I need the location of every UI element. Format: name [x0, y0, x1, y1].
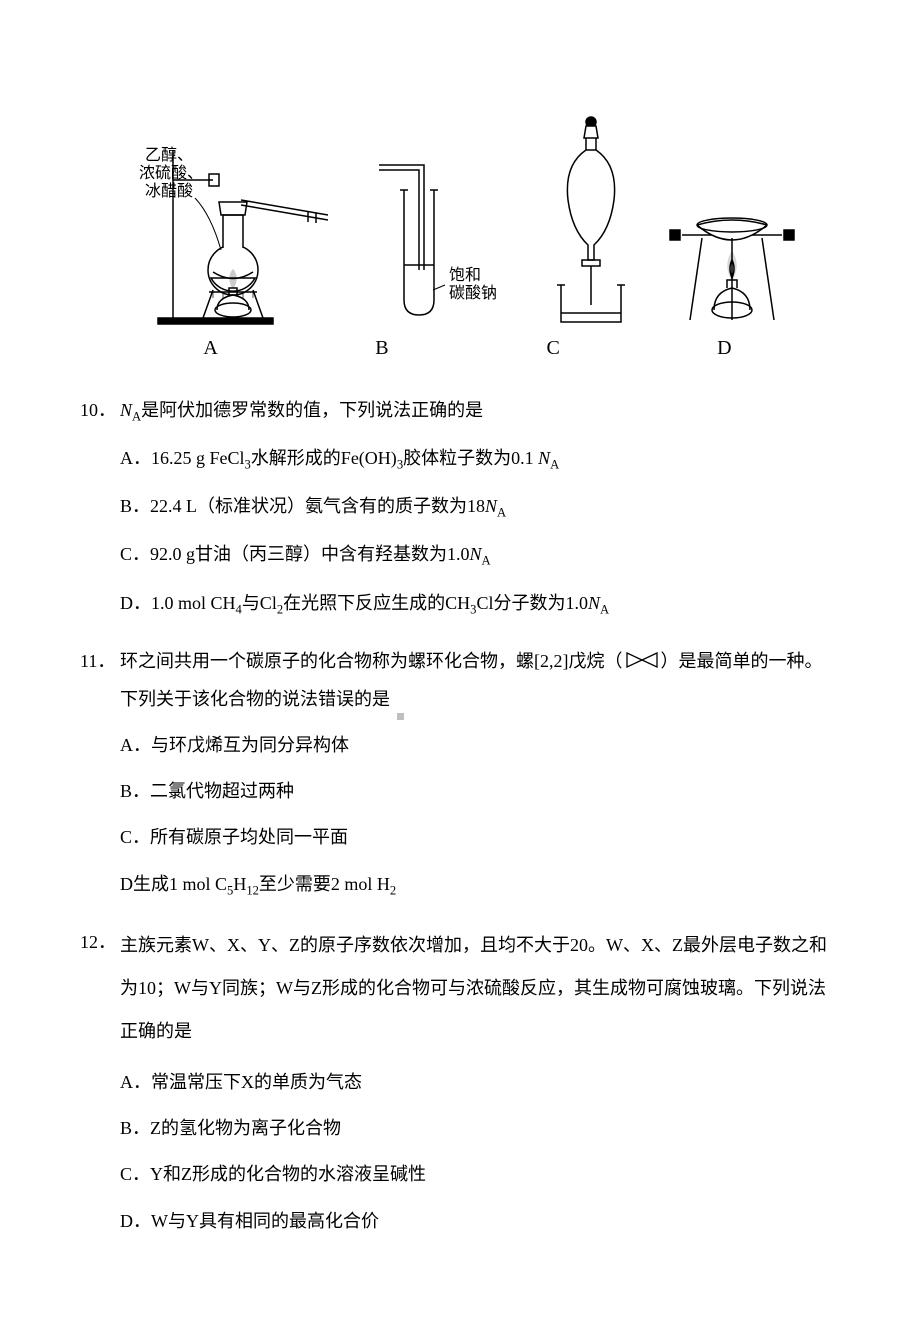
question-10: 10． NA是阿伏加德罗常数的值，下列说法正确的是 A．16.25 g FeCl… [80, 392, 840, 621]
apparatus-figure-row: 乙醇、 浓硫酸、 冰醋酸 饱和 [125, 110, 810, 330]
label-A: A [125, 332, 296, 364]
q10-opt-C: C．92.0 g甘油（丙三醇）中含有羟基数为1.0NA [120, 538, 840, 572]
q12-opt-A: A．常温常压下X的单质为气态 [120, 1066, 840, 1098]
svg-text:乙醇、: 乙醇、 [145, 146, 193, 164]
q10-opt-A: A．16.25 g FeCl3水解形成的Fe(OH)3胶体粒子数为0.1 NA [120, 442, 840, 476]
label-B: B [296, 332, 467, 364]
q10-stem: NA是阿伏加德罗常数的值，下列说法正确的是 [120, 392, 840, 430]
svg-text:饱和: 饱和 [449, 266, 481, 284]
q12-opt-B: B．Z的氢化物为离子化合物 [120, 1112, 840, 1144]
svg-text:冰醋酸: 冰醋酸 [145, 182, 193, 200]
q11-opt-B: B．二氯代物超过两种 [120, 775, 840, 807]
q12-opt-D: D．W与Y具有相同的最高化合价 [120, 1205, 840, 1237]
q12-num: 12． [80, 924, 120, 1054]
svg-text:碳酸钠: 碳酸钠 [449, 284, 497, 302]
q12-stem: 主族元素W、X、Y、Z的原子序数依次增加，且均不大于20。W、X、Z最外层电子数… [120, 924, 840, 1054]
q11-opt-A: A．与环戊烯互为同分异构体 [120, 729, 840, 761]
hidden-marker-icon [397, 696, 404, 703]
spiro-pentane-icon [625, 645, 659, 681]
label-D: D [639, 332, 810, 364]
q11-opt-D: D生成1 mol C5H12至少需要2 mol H2 [120, 868, 840, 902]
figure-B: 饱和 碳酸钠 [369, 150, 519, 330]
figure-A: 乙醇、 浓硫酸、 冰醋酸 [133, 120, 353, 330]
q10-num: 10． [80, 392, 120, 430]
question-12: 12． 主族元素W、X、Y、Z的原子序数依次增加，且均不大于20。W、X、Z最外… [80, 924, 840, 1237]
svg-text:浓硫酸、: 浓硫酸、 [139, 164, 203, 182]
figure-C [536, 110, 646, 330]
page-content: 乙醇、 浓硫酸、 冰醋酸 饱和 [0, 0, 920, 1319]
q11-stem: 环之间共用一个碳原子的化合物称为螺环化合物，螺[2,2]戊烷（）是最简单的一种。… [120, 643, 840, 717]
q12-opt-C: C．Y和Z形成的化合物的水溶液呈碱性 [120, 1158, 840, 1190]
figure-label-row: A B C D [125, 332, 810, 364]
q10-opt-D: D．1.0 mol CH4与Cl2在光照下反应生成的CH3Cl分子数为1.0NA [120, 587, 840, 621]
question-11: 11． 环之间共用一个碳原子的化合物称为螺环化合物，螺[2,2]戊烷（）是最简单… [80, 643, 840, 902]
q11-num: 11． [80, 643, 120, 717]
q11-opt-C: C．所有碳原子均处同一平面 [120, 821, 840, 853]
q10-opt-B: B．22.4 L（标准状况）氨气含有的质子数为18NA [120, 490, 840, 524]
label-C: C [468, 332, 639, 364]
figure-D [662, 180, 802, 330]
